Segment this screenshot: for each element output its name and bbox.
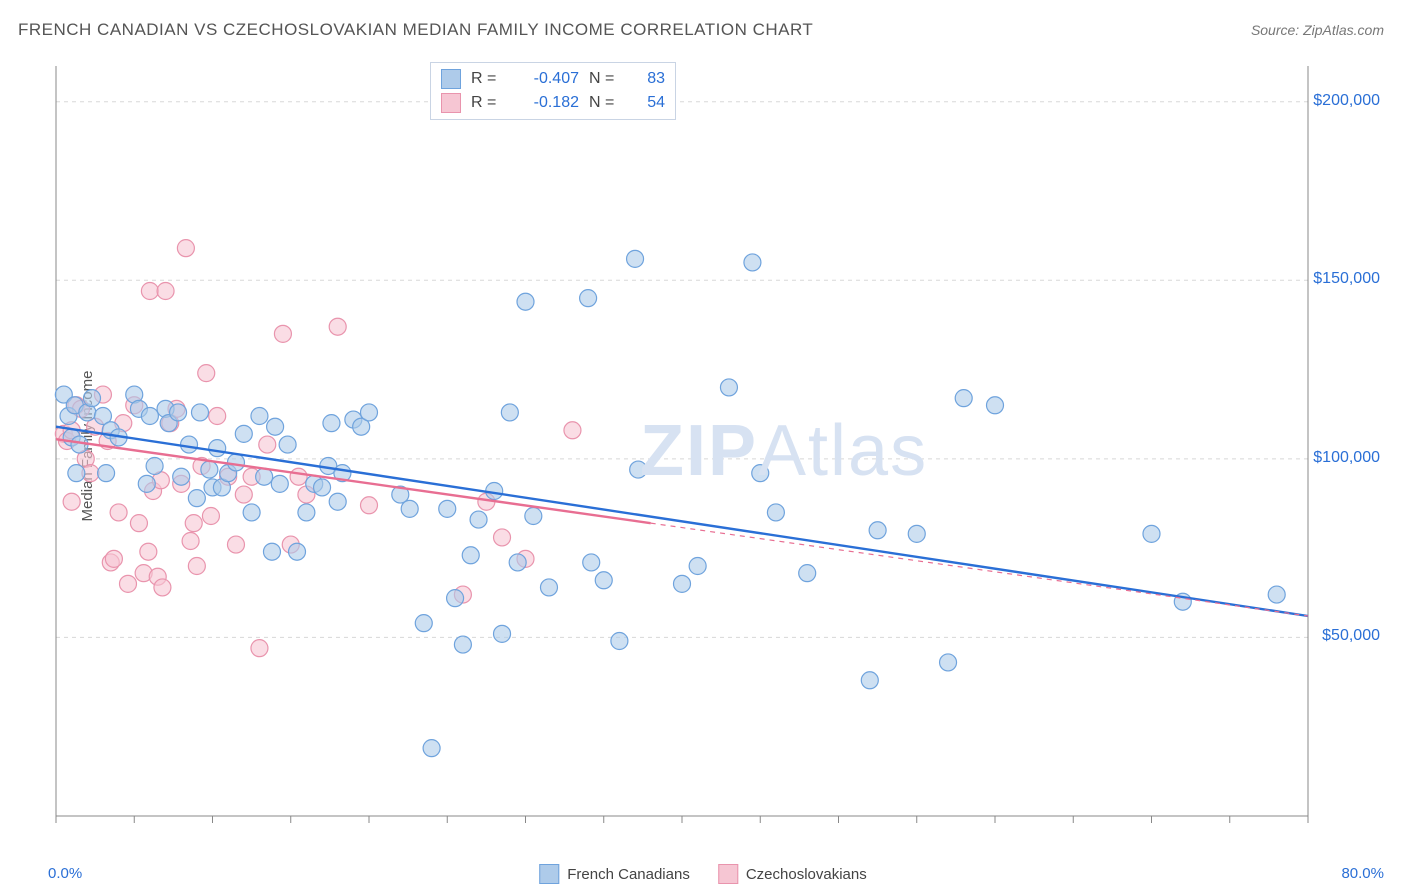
x-axis-min-label: 0.0% — [48, 865, 82, 882]
n-value: 83 — [629, 70, 665, 88]
y-tick-label: $150,000 — [1313, 270, 1380, 288]
legend-label: French Canadians — [567, 866, 690, 883]
n-label: N = — [589, 94, 619, 112]
r-value: -0.407 — [511, 70, 579, 88]
r-label: R = — [471, 94, 501, 112]
scatter-chart — [48, 58, 1388, 848]
chart-title: FRENCH CANADIAN VS CZECHOSLOVAKIAN MEDIA… — [18, 20, 813, 40]
legend-swatch — [718, 864, 738, 884]
legend-swatch — [539, 864, 559, 884]
legend-item: Czechoslovakians — [718, 864, 867, 884]
source-label: Source: ZipAtlas.com — [1251, 22, 1384, 38]
legend-row: R = -0.407 N = 83 — [441, 67, 665, 91]
r-label: R = — [471, 70, 501, 88]
legend-swatch — [441, 69, 461, 89]
r-value: -0.182 — [511, 94, 579, 112]
legend-row: R = -0.182 N = 54 — [441, 91, 665, 115]
legend-label: Czechoslovakians — [746, 866, 867, 883]
legend-item: French Canadians — [539, 864, 690, 884]
correlation-legend: R = -0.407 N = 83 R = -0.182 N = 54 — [430, 62, 676, 120]
legend-swatch — [441, 93, 461, 113]
n-value: 54 — [629, 94, 665, 112]
x-axis-max-label: 80.0% — [1341, 865, 1384, 882]
n-label: N = — [589, 70, 619, 88]
y-tick-label: $100,000 — [1313, 449, 1380, 467]
plot-area — [48, 58, 1388, 848]
series-legend: French Canadians Czechoslovakians — [539, 864, 866, 884]
y-tick-label: $200,000 — [1313, 92, 1380, 110]
y-tick-label: $50,000 — [1322, 627, 1380, 645]
